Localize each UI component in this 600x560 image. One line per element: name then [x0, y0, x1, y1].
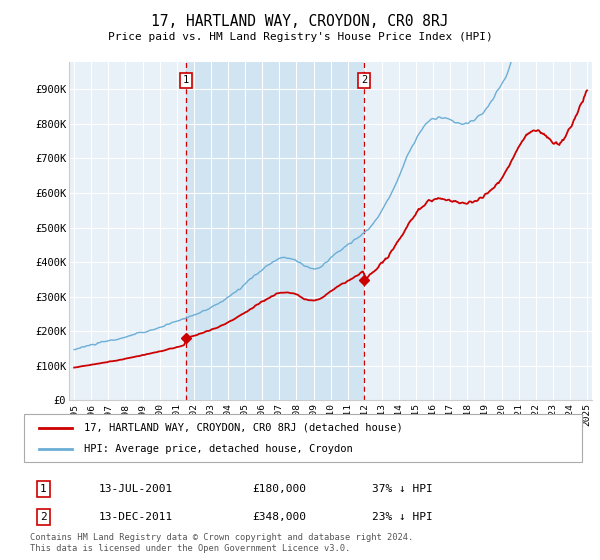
Text: Price paid vs. HM Land Registry's House Price Index (HPI): Price paid vs. HM Land Registry's House …	[107, 32, 493, 43]
Text: 17, HARTLAND WAY, CROYDON, CR0 8RJ (detached house): 17, HARTLAND WAY, CROYDON, CR0 8RJ (deta…	[84, 423, 403, 433]
Bar	[186, 62, 364, 400]
Text: 13-JUL-2001: 13-JUL-2001	[99, 484, 173, 494]
Text: Contains HM Land Registry data © Crown copyright and database right 2024.
This d: Contains HM Land Registry data © Crown c…	[30, 533, 413, 553]
Text: 1: 1	[40, 484, 47, 494]
Text: £180,000: £180,000	[252, 484, 306, 494]
Text: £348,000: £348,000	[252, 512, 306, 522]
Text: 17, HARTLAND WAY, CROYDON, CR0 8RJ: 17, HARTLAND WAY, CROYDON, CR0 8RJ	[151, 14, 449, 29]
Text: 13-DEC-2011: 13-DEC-2011	[99, 512, 173, 522]
Text: 23% ↓ HPI: 23% ↓ HPI	[372, 512, 433, 522]
Text: HPI: Average price, detached house, Croydon: HPI: Average price, detached house, Croy…	[84, 444, 353, 454]
Text: 1: 1	[183, 75, 189, 85]
Text: 2: 2	[361, 75, 367, 85]
Text: 2: 2	[40, 512, 47, 522]
Text: 37% ↓ HPI: 37% ↓ HPI	[372, 484, 433, 494]
